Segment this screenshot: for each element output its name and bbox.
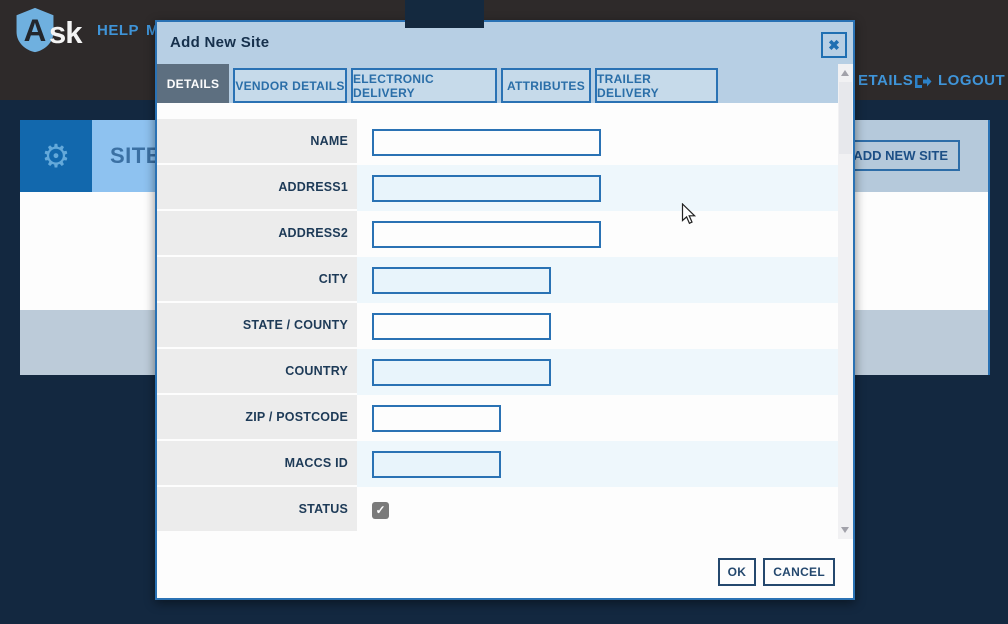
state-county-input[interactable] bbox=[372, 312, 551, 340]
scroll-down-icon[interactable] bbox=[841, 527, 849, 533]
gear-icon: ⚙ bbox=[41, 138, 71, 174]
add-new-site-dialog: Add New Site ✖ DETAILS VENDOR DETAILS EL… bbox=[155, 20, 855, 600]
zip-postcode-input[interactable] bbox=[372, 404, 501, 432]
nav-item-partial[interactable]: M bbox=[146, 22, 156, 39]
scroll-up-icon[interactable] bbox=[841, 70, 849, 76]
form-row-address1: ADDRESS1 bbox=[157, 165, 838, 211]
details-form: NAME ADDRESS1 ADDRESS2 CITY STATE / COUN… bbox=[157, 103, 838, 539]
name-input[interactable] bbox=[372, 128, 601, 156]
shield-letter: A bbox=[24, 13, 47, 48]
nav-item-details-fragment[interactable]: ETAILS bbox=[858, 72, 914, 89]
close-button[interactable]: ✖ bbox=[821, 32, 847, 58]
dialog-tabs: DETAILS VENDOR DETAILS ELECTRONIC DELIVE… bbox=[157, 64, 853, 103]
tab-details[interactable]: DETAILS bbox=[157, 64, 229, 103]
maccs-id-input[interactable] bbox=[372, 450, 501, 478]
zip-postcode-label: ZIP / POSTCODE bbox=[157, 395, 357, 441]
dialog-scroll-area: DETAILS VENDOR DETAILS ELECTRONIC DELIVE… bbox=[157, 64, 853, 539]
dialog-titlebar: Add New Site ✖ bbox=[157, 22, 853, 64]
city-label: CITY bbox=[157, 257, 357, 303]
maccs-id-label: MACCS ID bbox=[157, 441, 357, 487]
brand-text: sk bbox=[49, 15, 82, 50]
name-label: NAME bbox=[157, 119, 357, 165]
address2-input[interactable] bbox=[372, 220, 601, 248]
country-label: COUNTRY bbox=[157, 349, 357, 395]
nav-item-logout[interactable]: LOGOUT bbox=[938, 72, 1006, 89]
tab-trailer-delivery[interactable]: TRAILER DELIVERY bbox=[595, 68, 718, 103]
city-input[interactable] bbox=[372, 266, 551, 294]
tab-vendor-details[interactable]: VENDOR DETAILS bbox=[233, 68, 347, 103]
cancel-button[interactable]: CANCEL bbox=[763, 558, 835, 586]
form-row-state-county: STATE / COUNTY bbox=[157, 303, 838, 349]
tab-electronic-delivery[interactable]: ELECTRONIC DELIVERY bbox=[351, 68, 497, 103]
dialog-title: Add New Site bbox=[170, 34, 270, 51]
form-row-address2: ADDRESS2 bbox=[157, 211, 838, 257]
form-row-status: STATUS ✓ bbox=[157, 487, 838, 533]
address1-label: ADDRESS1 bbox=[157, 165, 357, 211]
form-row-city: CITY bbox=[157, 257, 838, 303]
tab-attributes[interactable]: ATTRIBUTES bbox=[501, 68, 591, 103]
form-row-country: COUNTRY bbox=[157, 349, 838, 395]
dialog-footer: OK CANCEL bbox=[157, 539, 853, 598]
address2-label: ADDRESS2 bbox=[157, 211, 357, 257]
status-checkbox[interactable]: ✓ bbox=[372, 501, 389, 519]
address1-input[interactable] bbox=[372, 174, 601, 202]
logout-icon bbox=[915, 75, 932, 88]
active-menu-highlight bbox=[405, 0, 484, 28]
state-county-label: STATE / COUNTY bbox=[157, 303, 357, 349]
vertical-scrollbar[interactable] bbox=[838, 64, 853, 539]
status-label: STATUS bbox=[157, 487, 357, 533]
nav-item-help[interactable]: HELP bbox=[97, 22, 140, 39]
form-row-name: NAME bbox=[157, 119, 838, 165]
form-row-zip-postcode: ZIP / POSTCODE bbox=[157, 395, 838, 441]
form-row-maccs-id: MACCS ID bbox=[157, 441, 838, 487]
scrollbar-thumb[interactable] bbox=[839, 82, 852, 154]
country-input[interactable] bbox=[372, 358, 551, 386]
shield-logo-icon: A bbox=[16, 7, 54, 53]
settings-gear-button[interactable]: ⚙ bbox=[20, 120, 92, 192]
checkmark-icon: ✓ bbox=[375, 503, 386, 517]
add-new-site-label: ADD NEW SITE bbox=[853, 148, 948, 163]
ok-button[interactable]: OK bbox=[717, 558, 757, 586]
app-logo[interactable]: A sk bbox=[12, 6, 82, 54]
close-icon: ✖ bbox=[828, 36, 840, 53]
